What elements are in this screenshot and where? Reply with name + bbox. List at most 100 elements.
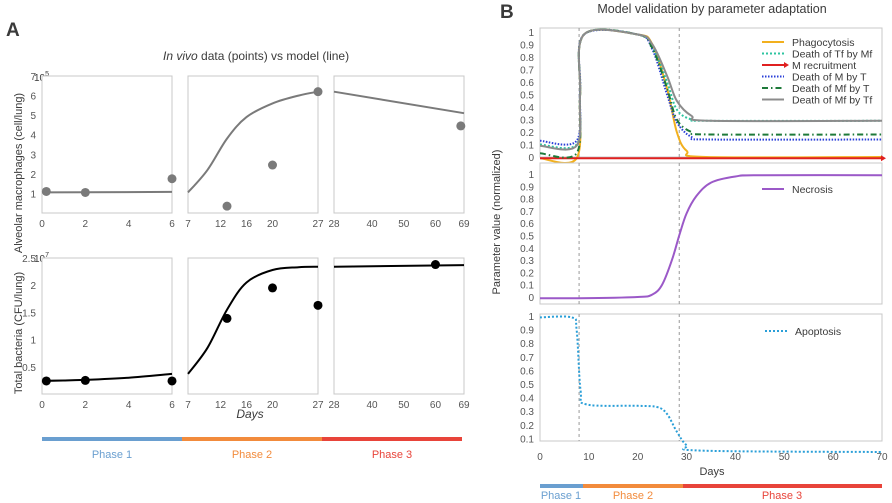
panel-a-letter: A bbox=[6, 20, 20, 41]
a0-xtick-1-0: 7 bbox=[185, 219, 191, 230]
a-bottom-exponent-base: 10 bbox=[34, 254, 46, 265]
a0-model-line-0 bbox=[41, 190, 173, 194]
b1-ytick-6: 0.6 bbox=[520, 219, 534, 230]
panel-b-title: Model validation by parameter adaptation bbox=[597, 2, 826, 16]
b-phase1-label: Phase 1 bbox=[541, 490, 581, 502]
a1-data-point-0-0 bbox=[41, 376, 51, 386]
a1-data-point-0-1 bbox=[80, 375, 90, 385]
a-phase1-bar bbox=[42, 437, 182, 441]
b2-ytick-9: 1 bbox=[528, 312, 534, 323]
b0-ytick-3: 0.3 bbox=[520, 116, 534, 127]
a-bottom-ylabel: Total bacteria (CFU/lung) bbox=[13, 272, 25, 394]
b2-ytick-2: 0.3 bbox=[520, 407, 534, 418]
b-phase3-label: Phase 3 bbox=[762, 490, 802, 502]
a0-model-line-1 bbox=[187, 90, 319, 194]
b0-series-line-5 bbox=[539, 28, 883, 151]
a0-ytick-0: 1 bbox=[30, 189, 36, 200]
a0-xtick-2-3: 60 bbox=[430, 219, 442, 230]
b0-ytick-9: 0.9 bbox=[520, 41, 534, 52]
b0-legend-label-2: M recruitment bbox=[792, 60, 856, 72]
b-xlabel: Days bbox=[699, 466, 725, 478]
b0-ytick-10: 1 bbox=[528, 28, 534, 39]
a0-data-point-1-2 bbox=[313, 87, 323, 97]
a-bottom-exponent: 107 bbox=[34, 252, 49, 265]
a0-xtick-1-1: 12 bbox=[215, 219, 227, 230]
b2-ytick-7: 0.8 bbox=[520, 339, 534, 350]
b-xtick-5: 50 bbox=[779, 452, 791, 463]
a1-xtick-2-1: 40 bbox=[366, 400, 378, 411]
b2-ytick-0: 0.1 bbox=[520, 434, 534, 445]
panel-a-title-rest: data (points) vs model (line) bbox=[198, 49, 349, 63]
a1-xtick-0-3: 6 bbox=[169, 400, 175, 411]
panel-a-title-italic: In vivo bbox=[163, 49, 198, 63]
a-top-exponent: 105 bbox=[34, 71, 49, 84]
b2-ytick-4: 0.5 bbox=[520, 380, 534, 391]
a0-xtick-0-2: 4 bbox=[126, 219, 132, 230]
b0-ytick-8: 0.8 bbox=[520, 53, 534, 64]
b1-legend-label-0: Necrosis bbox=[792, 184, 833, 196]
a1-xtick-2-4: 69 bbox=[458, 400, 470, 411]
b2-legend-label-0: Apoptosis bbox=[795, 326, 841, 338]
a0-ytick-5: 6 bbox=[30, 92, 36, 103]
a0-data-point-0-2 bbox=[167, 174, 177, 184]
b0-legend-label-5: Death of Mf by Tf bbox=[792, 95, 872, 107]
a0-data-point-0-1 bbox=[80, 187, 90, 197]
a1-data-point-0-2 bbox=[167, 376, 177, 386]
b0-legend-label-0: Phagocytosis bbox=[792, 37, 854, 49]
a1-xtick-1-1: 12 bbox=[215, 400, 227, 411]
panel-a-title: In vivo data (points) vs model (line) bbox=[163, 49, 349, 63]
b0-ytick-1: 0.1 bbox=[520, 141, 534, 152]
a0-xtick-2-0: 28 bbox=[328, 219, 340, 230]
a1-ytick-1: 1 bbox=[30, 336, 36, 347]
a1-xtick-1-4: 27 bbox=[312, 400, 324, 411]
a0-xtick-2-2: 50 bbox=[398, 219, 410, 230]
a0-model-line-2 bbox=[333, 90, 465, 115]
a1-xtick-0-1: 2 bbox=[83, 400, 89, 411]
a-xlabel: Days bbox=[236, 407, 263, 421]
a-top-exponent-base: 10 bbox=[34, 73, 46, 84]
a0-frame-2 bbox=[333, 75, 465, 214]
a1-ytick-2: 1.5 bbox=[22, 308, 36, 319]
b0-ytick-7: 0.7 bbox=[520, 66, 534, 77]
a-phase3-bar bbox=[322, 437, 462, 441]
a-phase1-label: Phase 1 bbox=[92, 449, 132, 461]
a0-ytick-1: 2 bbox=[30, 170, 36, 181]
a0-xtick-1-4: 27 bbox=[312, 219, 324, 230]
b1-ytick-7: 0.7 bbox=[520, 207, 534, 218]
b-xtick-2: 20 bbox=[632, 452, 644, 463]
a-bottom-exponent-power: 7 bbox=[45, 252, 49, 259]
panel-b-letter: B bbox=[500, 2, 514, 23]
a0-xtick-1-2: 16 bbox=[241, 219, 253, 230]
b0-legend-label-4: Death of Mf by T bbox=[792, 83, 870, 95]
a1-frame-0 bbox=[41, 257, 173, 395]
b0-ytick-4: 0.4 bbox=[520, 103, 534, 114]
a1-model-line-2 bbox=[333, 264, 465, 268]
b2-ytick-6: 0.7 bbox=[520, 353, 534, 364]
b-xtick-4: 40 bbox=[730, 452, 742, 463]
a1-model-line-1 bbox=[187, 265, 319, 375]
a1-data-point-2-0 bbox=[430, 260, 440, 270]
b2-ytick-8: 0.9 bbox=[520, 326, 534, 337]
b1-ytick-5: 0.5 bbox=[520, 232, 534, 243]
a0-ytick-4: 5 bbox=[30, 111, 36, 122]
b0-ytick-6: 0.6 bbox=[520, 78, 534, 89]
b-phase1-bar bbox=[540, 484, 583, 488]
b1-ytick-2: 0.2 bbox=[520, 268, 534, 279]
b0-ytick-2: 0.2 bbox=[520, 128, 534, 139]
b-phase3-bar bbox=[683, 484, 882, 488]
a0-xtick-2-4: 69 bbox=[458, 219, 470, 230]
a0-data-point-2-0 bbox=[456, 121, 466, 131]
a-phase3-label: Phase 3 bbox=[372, 449, 412, 461]
a1-data-point-1-0 bbox=[222, 313, 232, 323]
a1-ytick-4: 2.5 bbox=[22, 254, 36, 265]
a0-xtick-0-0: 0 bbox=[39, 219, 45, 230]
a0-xtick-2-1: 40 bbox=[366, 219, 378, 230]
b1-frame bbox=[539, 162, 883, 305]
a0-frame-0 bbox=[41, 75, 173, 214]
b1-ytick-0: 0 bbox=[528, 293, 534, 304]
b-xtick-1: 10 bbox=[583, 452, 595, 463]
a0-xtick-1-3: 20 bbox=[267, 219, 279, 230]
b1-ytick-10: 1 bbox=[528, 170, 534, 181]
